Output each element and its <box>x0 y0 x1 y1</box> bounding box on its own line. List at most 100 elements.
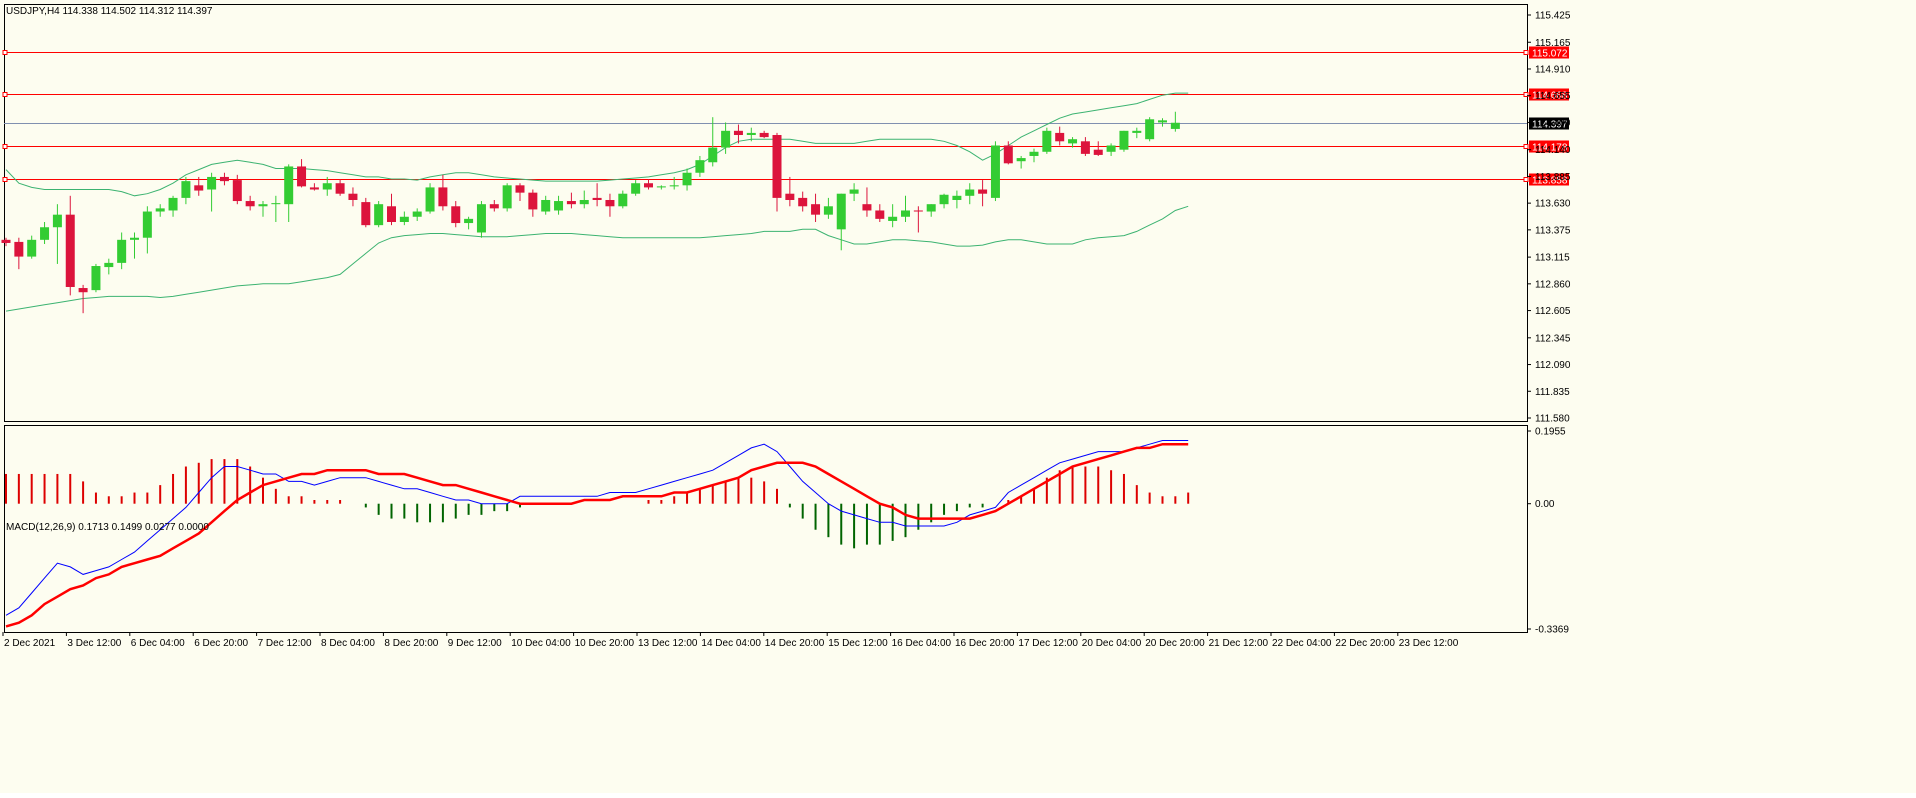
bull-candle <box>618 190 628 209</box>
bear-candle <box>219 172 229 186</box>
bull-candle <box>142 206 152 254</box>
candle-body <box>785 193 795 200</box>
candle-body <box>990 145 1000 198</box>
time-tick-label: 10 Dec 20:00 <box>575 638 635 649</box>
bear-candle <box>438 174 448 211</box>
price-tick-label: 114.140 <box>1535 145 1571 156</box>
bollinger-lower-band <box>5 205 1189 312</box>
bull-candle <box>322 176 332 196</box>
bull-candle <box>412 208 422 221</box>
level-handle-left[interactable] <box>2 92 8 97</box>
level-handle-left[interactable] <box>2 177 8 182</box>
candle-body <box>374 204 384 226</box>
macd-signal-line <box>5 442 1189 628</box>
time-tick-label: 23 Dec 12:00 <box>1399 638 1459 649</box>
candle-body <box>721 130 731 148</box>
bear-candle <box>361 197 371 228</box>
bull-candle <box>836 193 846 251</box>
candle-body <box>798 197 808 207</box>
level-handle-left[interactable] <box>2 144 8 149</box>
price-tick-label: 114.655 <box>1535 91 1571 102</box>
candle-body <box>1055 132 1065 142</box>
time-tick-label: 20 Dec 04:00 <box>1082 638 1142 649</box>
time-tick-label: 8 Dec 20:00 <box>384 638 438 649</box>
price-tick-label: 112.860 <box>1535 279 1571 290</box>
candle-body <box>1029 151 1039 156</box>
candle-body <box>1093 149 1103 155</box>
time-tick-label: 16 Dec 04:00 <box>892 638 952 649</box>
time-tick-label: 14 Dec 04:00 <box>701 638 761 649</box>
candle-body <box>605 199 615 207</box>
bull-candle <box>682 168 692 191</box>
level-price-tag <box>1529 173 1569 186</box>
candle-body <box>669 185 679 187</box>
bull-candle <box>1068 137 1078 148</box>
price-tick-label: 111.580 <box>1535 414 1570 425</box>
candle-body <box>104 262 114 268</box>
level-price-label: 114.668 <box>1532 91 1568 102</box>
candle-body <box>91 266 101 291</box>
candle-body <box>155 208 165 212</box>
level-handle-right[interactable] <box>1523 92 1529 97</box>
macd-info: MACD(12,26,9) 0.1713 0.1499 0.0277 0.000… <box>6 522 209 533</box>
candle-body <box>502 185 512 209</box>
bull-candle <box>952 190 962 209</box>
bull-candle <box>631 180 641 196</box>
bear-candle <box>798 191 808 212</box>
candle-body <box>695 160 705 173</box>
candle-body <box>901 210 910 217</box>
candle-body <box>888 216 898 221</box>
candle-body <box>978 189 988 194</box>
bull-candle <box>1158 118 1167 127</box>
candle-body <box>78 288 88 293</box>
bear-candle <box>785 176 795 207</box>
bear-candle <box>875 204 885 223</box>
candle-body <box>297 166 307 187</box>
candle-body <box>1068 139 1078 144</box>
bull-candle <box>554 195 564 215</box>
price-tick-label: 114.910 <box>1535 64 1571 75</box>
candle-body <box>284 166 294 205</box>
candle-body <box>823 206 833 215</box>
time-tick-label: 3 Dec 12:00 <box>67 638 121 649</box>
candle-body <box>361 202 371 226</box>
time-tick-label: 22 Dec 20:00 <box>1335 638 1395 649</box>
bear-candle <box>297 159 307 188</box>
level-handle-right[interactable] <box>1523 177 1529 182</box>
bull-candle <box>721 122 731 154</box>
candle-body <box>708 147 718 163</box>
bear-candle <box>978 180 988 207</box>
level-handle-right[interactable] <box>1523 50 1529 55</box>
bear-candle <box>515 183 525 202</box>
level-price-label: 114.178 <box>1532 143 1568 154</box>
candle-body <box>849 189 859 194</box>
bull-candle <box>695 155 705 177</box>
bull-candle <box>1016 155 1026 169</box>
candle-body <box>862 204 872 211</box>
bull-candle <box>888 204 898 228</box>
bull-candle <box>1170 111 1180 132</box>
bull-candle <box>1132 127 1142 139</box>
candle-body <box>541 199 551 212</box>
candle-body <box>1106 145 1116 152</box>
level-handle-right[interactable] <box>1523 144 1529 149</box>
bull-candle <box>258 201 268 217</box>
bull-candle <box>27 235 37 259</box>
candle-body <box>130 237 139 240</box>
candle-body <box>913 210 923 212</box>
bull-candle <box>168 195 178 217</box>
bull-candle <box>52 204 62 264</box>
candle-body <box>1132 130 1142 133</box>
level-handle-left[interactable] <box>2 50 8 55</box>
candle-body <box>656 186 666 188</box>
price-tick-label: 115.425 <box>1535 11 1571 22</box>
bull-candle <box>399 211 409 226</box>
price-tick-label: 113.115 <box>1535 253 1570 264</box>
bull-candle <box>130 232 139 259</box>
bull-candle <box>579 190 589 209</box>
bull-candle <box>1145 117 1155 142</box>
bull-candle <box>823 197 833 219</box>
bear-candle <box>913 206 923 233</box>
